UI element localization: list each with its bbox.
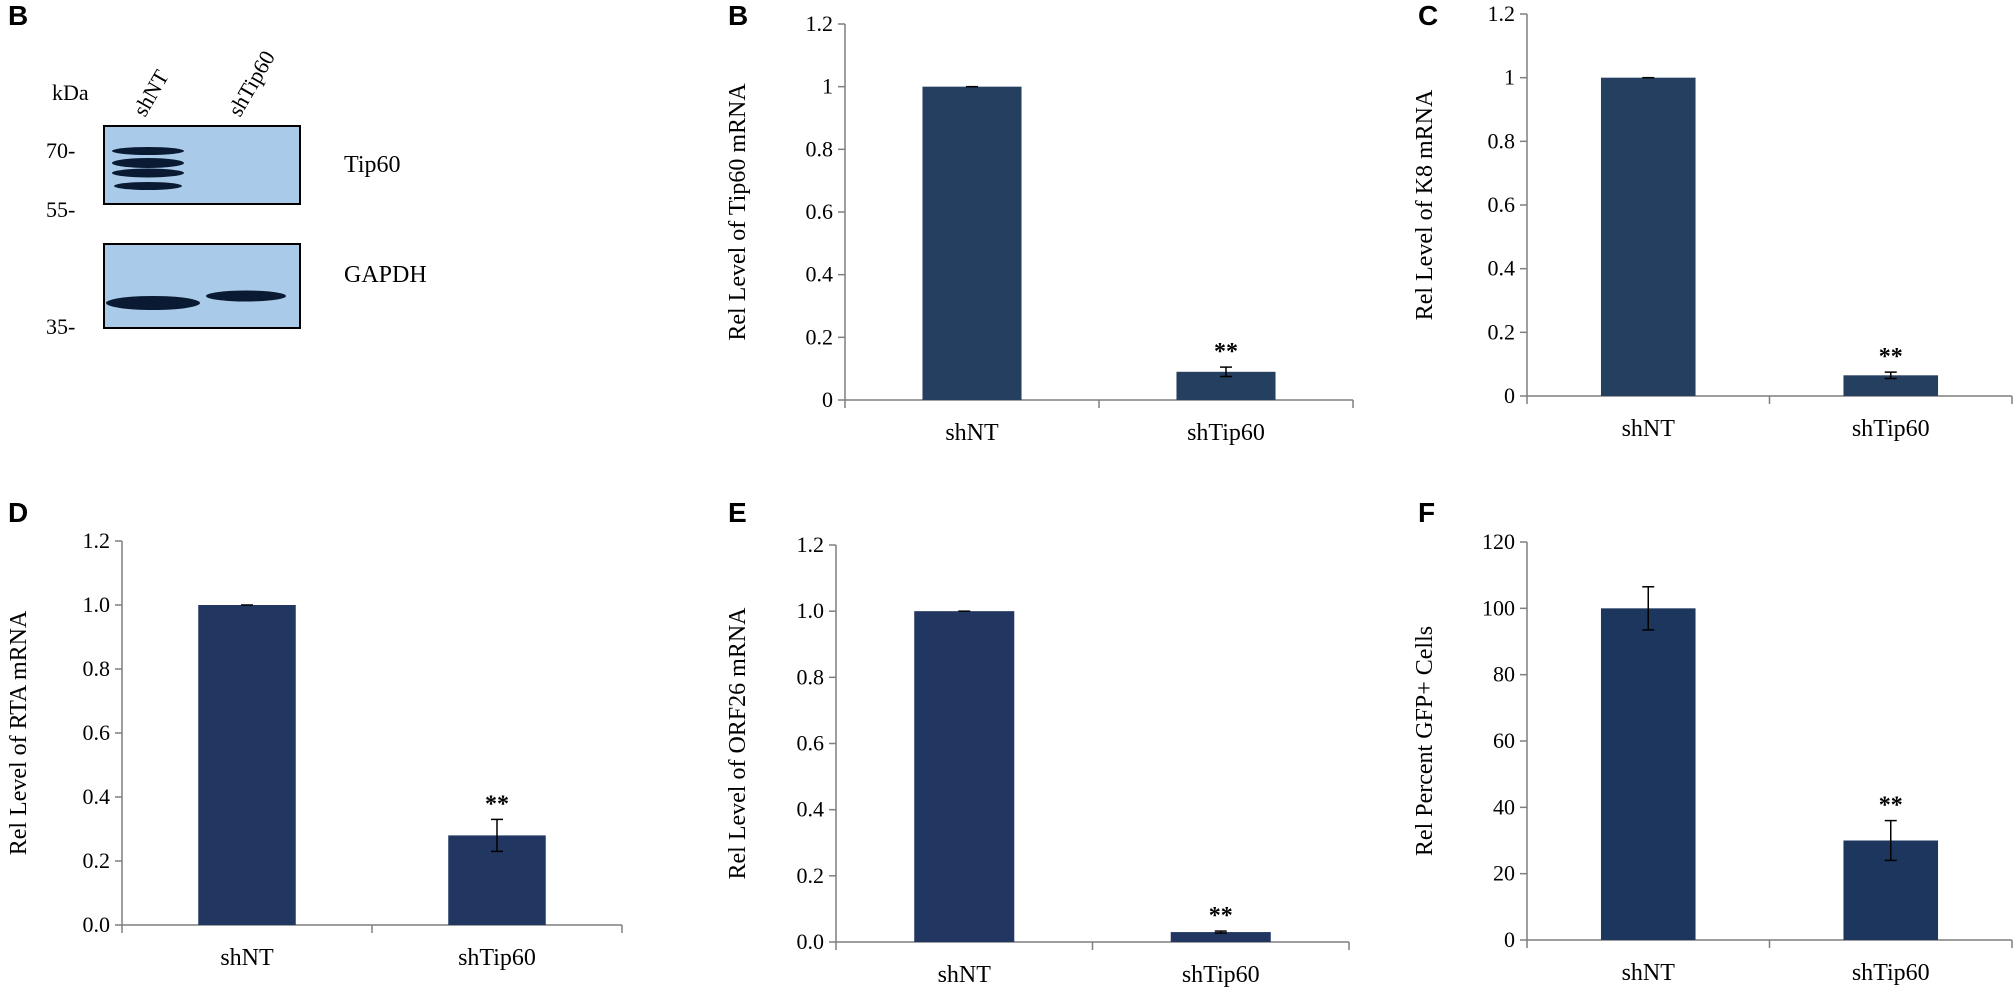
- y-tick-label-c: 0.4: [1488, 256, 1516, 281]
- y-tick-label-f: 120: [1482, 529, 1515, 554]
- y-tick-label-e: 0.6: [797, 731, 825, 756]
- x-category-label-b: shTip60: [1187, 420, 1265, 446]
- x-category-label-d: shTip60: [458, 945, 536, 971]
- chart-e: E 0.0 0.2 0.4 0.6 0.8 1.0 1.2 shNT ** shTip60 Rel L…: [725, 497, 1350, 988]
- gapdh-blot-membrane: [103, 243, 301, 329]
- y-tick-label-e: 0.8: [797, 664, 825, 689]
- y-tick-label-d: 0.0: [83, 912, 111, 937]
- significance-f: **: [1879, 793, 1903, 819]
- y-tick-label-d: 0.6: [83, 720, 111, 745]
- y-tick-label-c: 1.2: [1488, 1, 1516, 26]
- y-tick-label-e: 1.2: [797, 532, 825, 557]
- y-tick-label-c: 0.6: [1488, 192, 1516, 217]
- y-tick-label-c: 1: [1504, 65, 1515, 90]
- y-tick-label-b: 0: [822, 387, 833, 412]
- y-tick-label-d: 1.2: [83, 528, 111, 553]
- panel-letter-c: C: [1418, 0, 1438, 31]
- y-axis-label-d: Rel Level of RTA mRNA: [6, 610, 32, 855]
- chart-d: D 0.0 0.2 0.4 0.6 0.8 1.0 1.2 shNT ** shTip60 Rel L…: [6, 497, 623, 971]
- lane-label-shtip60: shTip60: [223, 46, 280, 120]
- y-tick-label-f: 100: [1482, 595, 1515, 620]
- gapdh-band-shnt: [106, 296, 200, 310]
- bar-e-shnt: [914, 611, 1015, 942]
- y-tick-label-d: 1.0: [83, 592, 111, 617]
- y-axis-label-f: Rel Percent GFP+ Cells: [1412, 626, 1438, 856]
- y-tick-label-e: 0.0: [797, 929, 825, 954]
- western-blot-panel: B kDa shNT shTip60 70- 55- 35- Tip60 GAP…: [8, 0, 427, 339]
- x-category-label-c: shNT: [1622, 416, 1676, 442]
- marker-35: 35-: [46, 314, 75, 339]
- panel-letter-b: B: [728, 0, 748, 31]
- tip60-bands-shnt: [112, 147, 184, 190]
- bar-b-shnt: [922, 86, 1022, 401]
- lane-label-shnt: shNT: [128, 65, 174, 120]
- chart-f: F 0 20 40 60 80 100 120 shNT ** shTip60 Rel Percent…: [1412, 497, 2013, 986]
- y-tick-label-e: 0.2: [797, 863, 825, 888]
- bar-c-shtip60: [1843, 375, 1939, 396]
- panel-letter-a: B: [8, 0, 28, 31]
- significance-b: **: [1214, 339, 1238, 365]
- y-tick-label-e: 0.4: [797, 797, 825, 822]
- y-tick-label-f: 60: [1493, 728, 1515, 753]
- bar-c-shnt: [1600, 77, 1696, 397]
- protein-label-gapdh: GAPDH: [344, 262, 427, 288]
- y-tick-label-f: 20: [1493, 861, 1515, 886]
- kda-label: kDa: [52, 80, 89, 105]
- y-tick-label-f: 80: [1493, 662, 1515, 687]
- y-tick-label-d: 0.2: [83, 848, 111, 873]
- panel-letter-f: F: [1418, 497, 1435, 528]
- y-tick-label-c: 0: [1504, 383, 1515, 408]
- significance-d: **: [485, 791, 509, 817]
- chart-c: C 0 0.2 0.4 0.6 0.8 1 1.2 shNT ** shTip60 Rel Level…: [1412, 0, 2013, 442]
- bar-f-shnt: [1600, 608, 1696, 940]
- significance-e: **: [1209, 903, 1233, 929]
- marker-55: 55-: [46, 197, 75, 222]
- y-tick-label-b: 0.8: [806, 136, 834, 161]
- panel-letter-e: E: [728, 497, 747, 528]
- x-category-label-e: shNT: [938, 962, 992, 988]
- panel-letter-d: D: [8, 497, 28, 528]
- y-tick-label-d: 0.4: [83, 784, 111, 809]
- significance-c: **: [1879, 344, 1903, 370]
- y-axis-label-b: Rel Level of Tip60 mRNA: [725, 83, 751, 341]
- y-tick-label-b: 0.2: [806, 324, 834, 349]
- bar-e-shtip60: [1170, 932, 1271, 942]
- y-tick-label-d: 0.8: [83, 656, 111, 681]
- x-category-label-d: shNT: [220, 945, 274, 971]
- y-tick-label-f: 0: [1504, 927, 1515, 952]
- y-tick-label-c: 0.8: [1488, 128, 1516, 153]
- y-tick-label-e: 1.0: [797, 598, 825, 623]
- bar-d-shnt: [198, 605, 296, 925]
- marker-70: 70-: [46, 138, 75, 163]
- y-axis-label-c: Rel Level of K8 mRNA: [1412, 89, 1438, 320]
- y-tick-label-f: 40: [1493, 794, 1515, 819]
- gapdh-band-shtip60: [206, 290, 286, 302]
- x-category-label-f: shNT: [1622, 960, 1676, 986]
- y-tick-label-c: 0.2: [1488, 319, 1516, 344]
- x-category-label-c: shTip60: [1852, 416, 1930, 442]
- protein-label-tip60: Tip60: [344, 152, 400, 178]
- y-tick-label-b: 1: [822, 74, 833, 99]
- x-category-label-b: shNT: [945, 420, 999, 446]
- x-category-label-e: shTip60: [1182, 962, 1260, 988]
- y-tick-label-b: 0.6: [806, 199, 834, 224]
- y-axis-label-e: Rel Level of ORF26 mRNA: [725, 607, 751, 880]
- chart-b: B 0 0.2 0.4 0.6 0.8 1 1.2 shNT ** shTip60 Rel Level…: [725, 0, 1354, 446]
- y-tick-label-b: 0.4: [806, 262, 834, 287]
- x-category-label-f: shTip60: [1852, 960, 1930, 986]
- y-tick-label-b: 1.2: [806, 11, 834, 36]
